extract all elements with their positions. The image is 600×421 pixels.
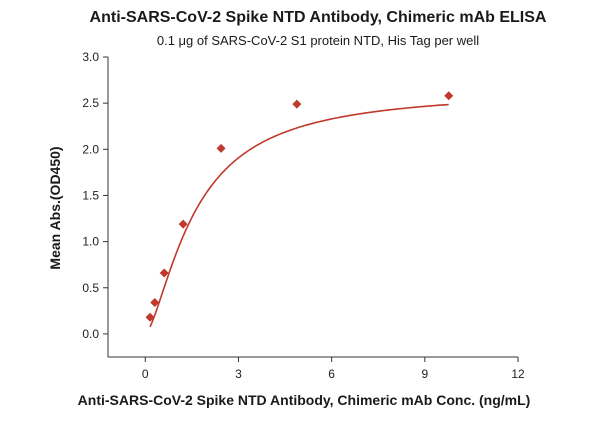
x-tick-label: 3 (235, 367, 242, 381)
x-tick-label: 12 (511, 367, 525, 381)
data-point (145, 312, 155, 322)
data-point (178, 219, 188, 229)
y-tick-label: 1.5 (82, 188, 99, 202)
x-tick-label: 9 (421, 367, 428, 381)
chart-subtitle: 0.1 μg of SARS-CoV-2 S1 protein NTD, His… (157, 33, 479, 48)
x-ticks: 0 3 6 9 12 (142, 357, 525, 381)
x-tick-label: 6 (328, 367, 335, 381)
y-tick-label: 2.5 (82, 96, 99, 110)
axes (107, 57, 518, 358)
data-point (444, 91, 454, 101)
data-point (150, 298, 160, 308)
y-tick-label: 3.0 (82, 50, 99, 64)
x-tick-label: 0 (142, 367, 149, 381)
data-point (216, 143, 226, 153)
y-axis-label: Mean Abs.(OD450) (47, 146, 63, 269)
y-tick-label: 0.0 (82, 327, 99, 341)
chart-title: Anti-SARS-CoV-2 Spike NTD Antibody, Chim… (90, 9, 547, 26)
x-axis-label: Anti-SARS-CoV-2 Spike NTD Antibody, Chim… (78, 392, 531, 408)
data-point (159, 268, 169, 278)
y-tick-label: 1.0 (82, 235, 99, 249)
y-tick-label: 0.5 (82, 281, 99, 295)
data-points (145, 91, 454, 322)
y-tick-label: 2.0 (82, 142, 99, 156)
y-ticks: 0.0 0.5 1.0 1.5 2.0 2.5 3.0 (82, 50, 108, 341)
fit-curve (149, 103, 449, 328)
data-point (292, 99, 302, 109)
